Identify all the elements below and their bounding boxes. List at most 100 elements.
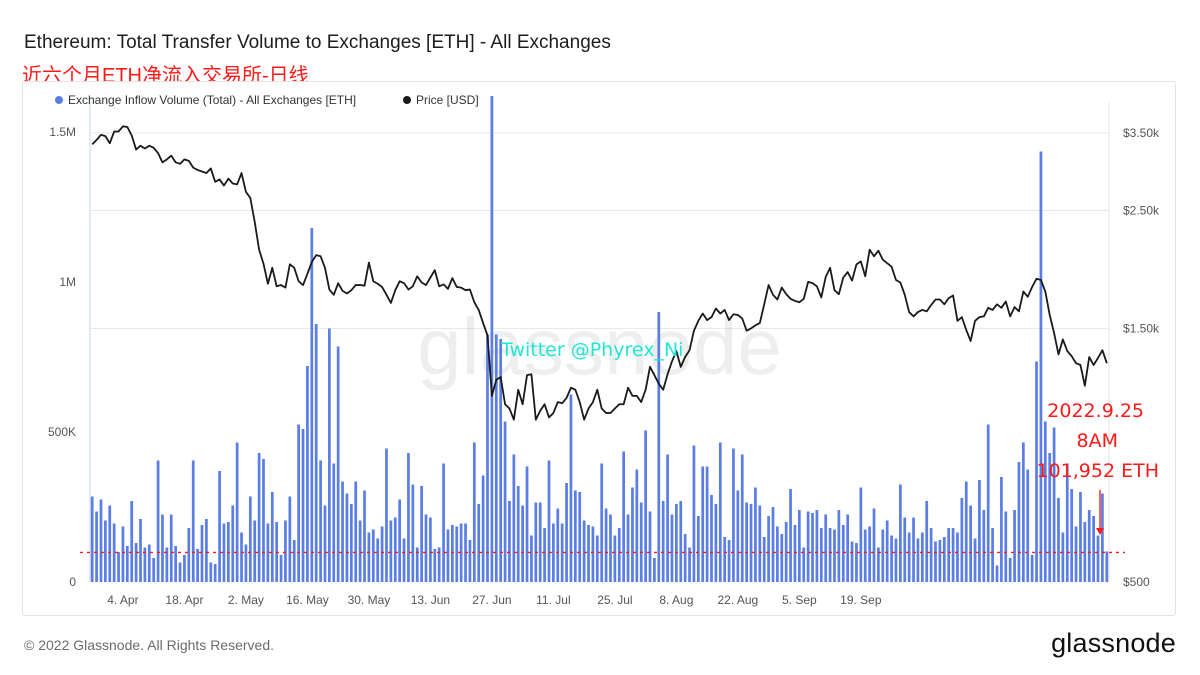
inflow-bar [938, 540, 942, 582]
inflow-bar [279, 555, 283, 582]
inflow-bar [248, 496, 252, 582]
glassnode-watermark: glassnode [417, 302, 782, 391]
inflow-bar [376, 538, 380, 582]
inflow-bar [749, 504, 753, 582]
inflow-bar [235, 442, 239, 582]
inflow-bar [740, 454, 744, 582]
inflow-bar [363, 490, 366, 582]
inflow-bar [696, 516, 700, 582]
y-right-tick-label: $500 [1123, 575, 1150, 589]
inflow-bar [657, 312, 661, 582]
inflow-bar [222, 523, 226, 582]
inflow-bar [670, 514, 674, 582]
inflow-bar [459, 523, 463, 582]
inflow-bar [912, 517, 915, 582]
inflow-bar [929, 528, 933, 582]
inflow-bar [780, 534, 784, 582]
inflow-bar [1013, 510, 1016, 582]
inflow-bar [653, 558, 656, 582]
inflow-bar [837, 510, 841, 582]
inflow-bar [433, 549, 437, 582]
inflow-bar [1030, 555, 1034, 582]
inflow-bar [688, 547, 691, 582]
inflow-bar [776, 526, 779, 582]
inflow-bar [1021, 442, 1025, 582]
chart-legend: Exchange Inflow Volume (Total) - All Exc… [55, 93, 479, 107]
inflow-bar [956, 532, 959, 582]
annotation-arrow-head [1096, 528, 1104, 535]
inflow-bar [1105, 551, 1109, 582]
inflow-bar [178, 562, 182, 582]
inflow-bar [134, 543, 138, 582]
inflow-bar [784, 522, 788, 582]
inflow-bar [455, 526, 459, 582]
inflow-bar [538, 502, 542, 582]
inflow-bar [244, 544, 248, 582]
inflow-bar [117, 552, 120, 582]
inflow-bar [714, 504, 718, 582]
inflow-bar [925, 501, 929, 582]
inflow-bar [600, 463, 604, 582]
copyright-text: © 2022 Glassnode. All Rights Reserved. [24, 637, 275, 653]
inflow-bar [552, 523, 555, 582]
legend-price-marker [403, 96, 411, 104]
inflow-bar [534, 502, 538, 582]
inflow-bar [174, 546, 178, 582]
inflow-bar [442, 463, 445, 582]
inflow-bar [288, 496, 292, 582]
inflow-bar [156, 460, 160, 582]
legend-price-label: Price [USD] [416, 93, 479, 107]
inflow-bar [494, 334, 498, 582]
inflow-bar [736, 490, 740, 582]
x-tick-label: 4. Apr [107, 593, 138, 607]
inflow-bar [587, 525, 590, 582]
glassnode-logo[interactable]: glassnode [1051, 628, 1176, 658]
inflow-bar [595, 535, 599, 582]
inflow-bar [573, 490, 577, 582]
inflow-bar [903, 517, 907, 582]
inflow-bar [99, 499, 103, 582]
inflow-bar [104, 520, 107, 582]
inflow-bar [451, 525, 454, 582]
inflow-bar [429, 517, 432, 582]
inflow-bar [165, 547, 169, 582]
inflow-bar [771, 507, 775, 582]
inflow-bar [213, 564, 217, 582]
inflow-bar [802, 547, 806, 582]
inflow-bar [1057, 498, 1060, 582]
inflow-bar [398, 499, 402, 582]
inflow-bar [841, 525, 845, 582]
inflow-bar [270, 492, 274, 582]
inflow-bar [477, 504, 481, 582]
inflow-bar [345, 493, 349, 582]
y-left-tick-label: 1.5M [49, 125, 76, 139]
inflow-bar [622, 451, 626, 582]
inflow-bar [205, 519, 208, 582]
inflow-bar [631, 487, 634, 582]
x-tick-label: 27. Jun [472, 593, 511, 607]
inflow-bar [723, 537, 727, 582]
inflow-bar [191, 460, 195, 582]
inflow-bar [1008, 558, 1012, 582]
inflow-bar [1079, 492, 1082, 582]
inflow-bar [108, 505, 112, 582]
inflow-bar [824, 514, 828, 582]
inflow-bar [894, 538, 898, 582]
inflow-bar [745, 502, 748, 582]
inflow-bar [969, 505, 972, 582]
inflow-bar [328, 328, 331, 582]
inflow-bar [613, 535, 617, 582]
inflow-bar [481, 475, 485, 582]
inflow-bar [797, 510, 801, 582]
inflow-bar [1092, 516, 1095, 582]
inflow-bar [187, 528, 191, 582]
inflow-bar [508, 501, 511, 582]
inflow-bar [521, 505, 524, 582]
inflow-bar [310, 228, 314, 582]
inflow-bar [490, 96, 494, 582]
inflow-bar [1039, 151, 1043, 582]
inflow-bar [732, 448, 735, 582]
inflow-bar [565, 483, 568, 582]
inflow-bar [90, 496, 94, 582]
inflow-bar [1026, 469, 1030, 582]
